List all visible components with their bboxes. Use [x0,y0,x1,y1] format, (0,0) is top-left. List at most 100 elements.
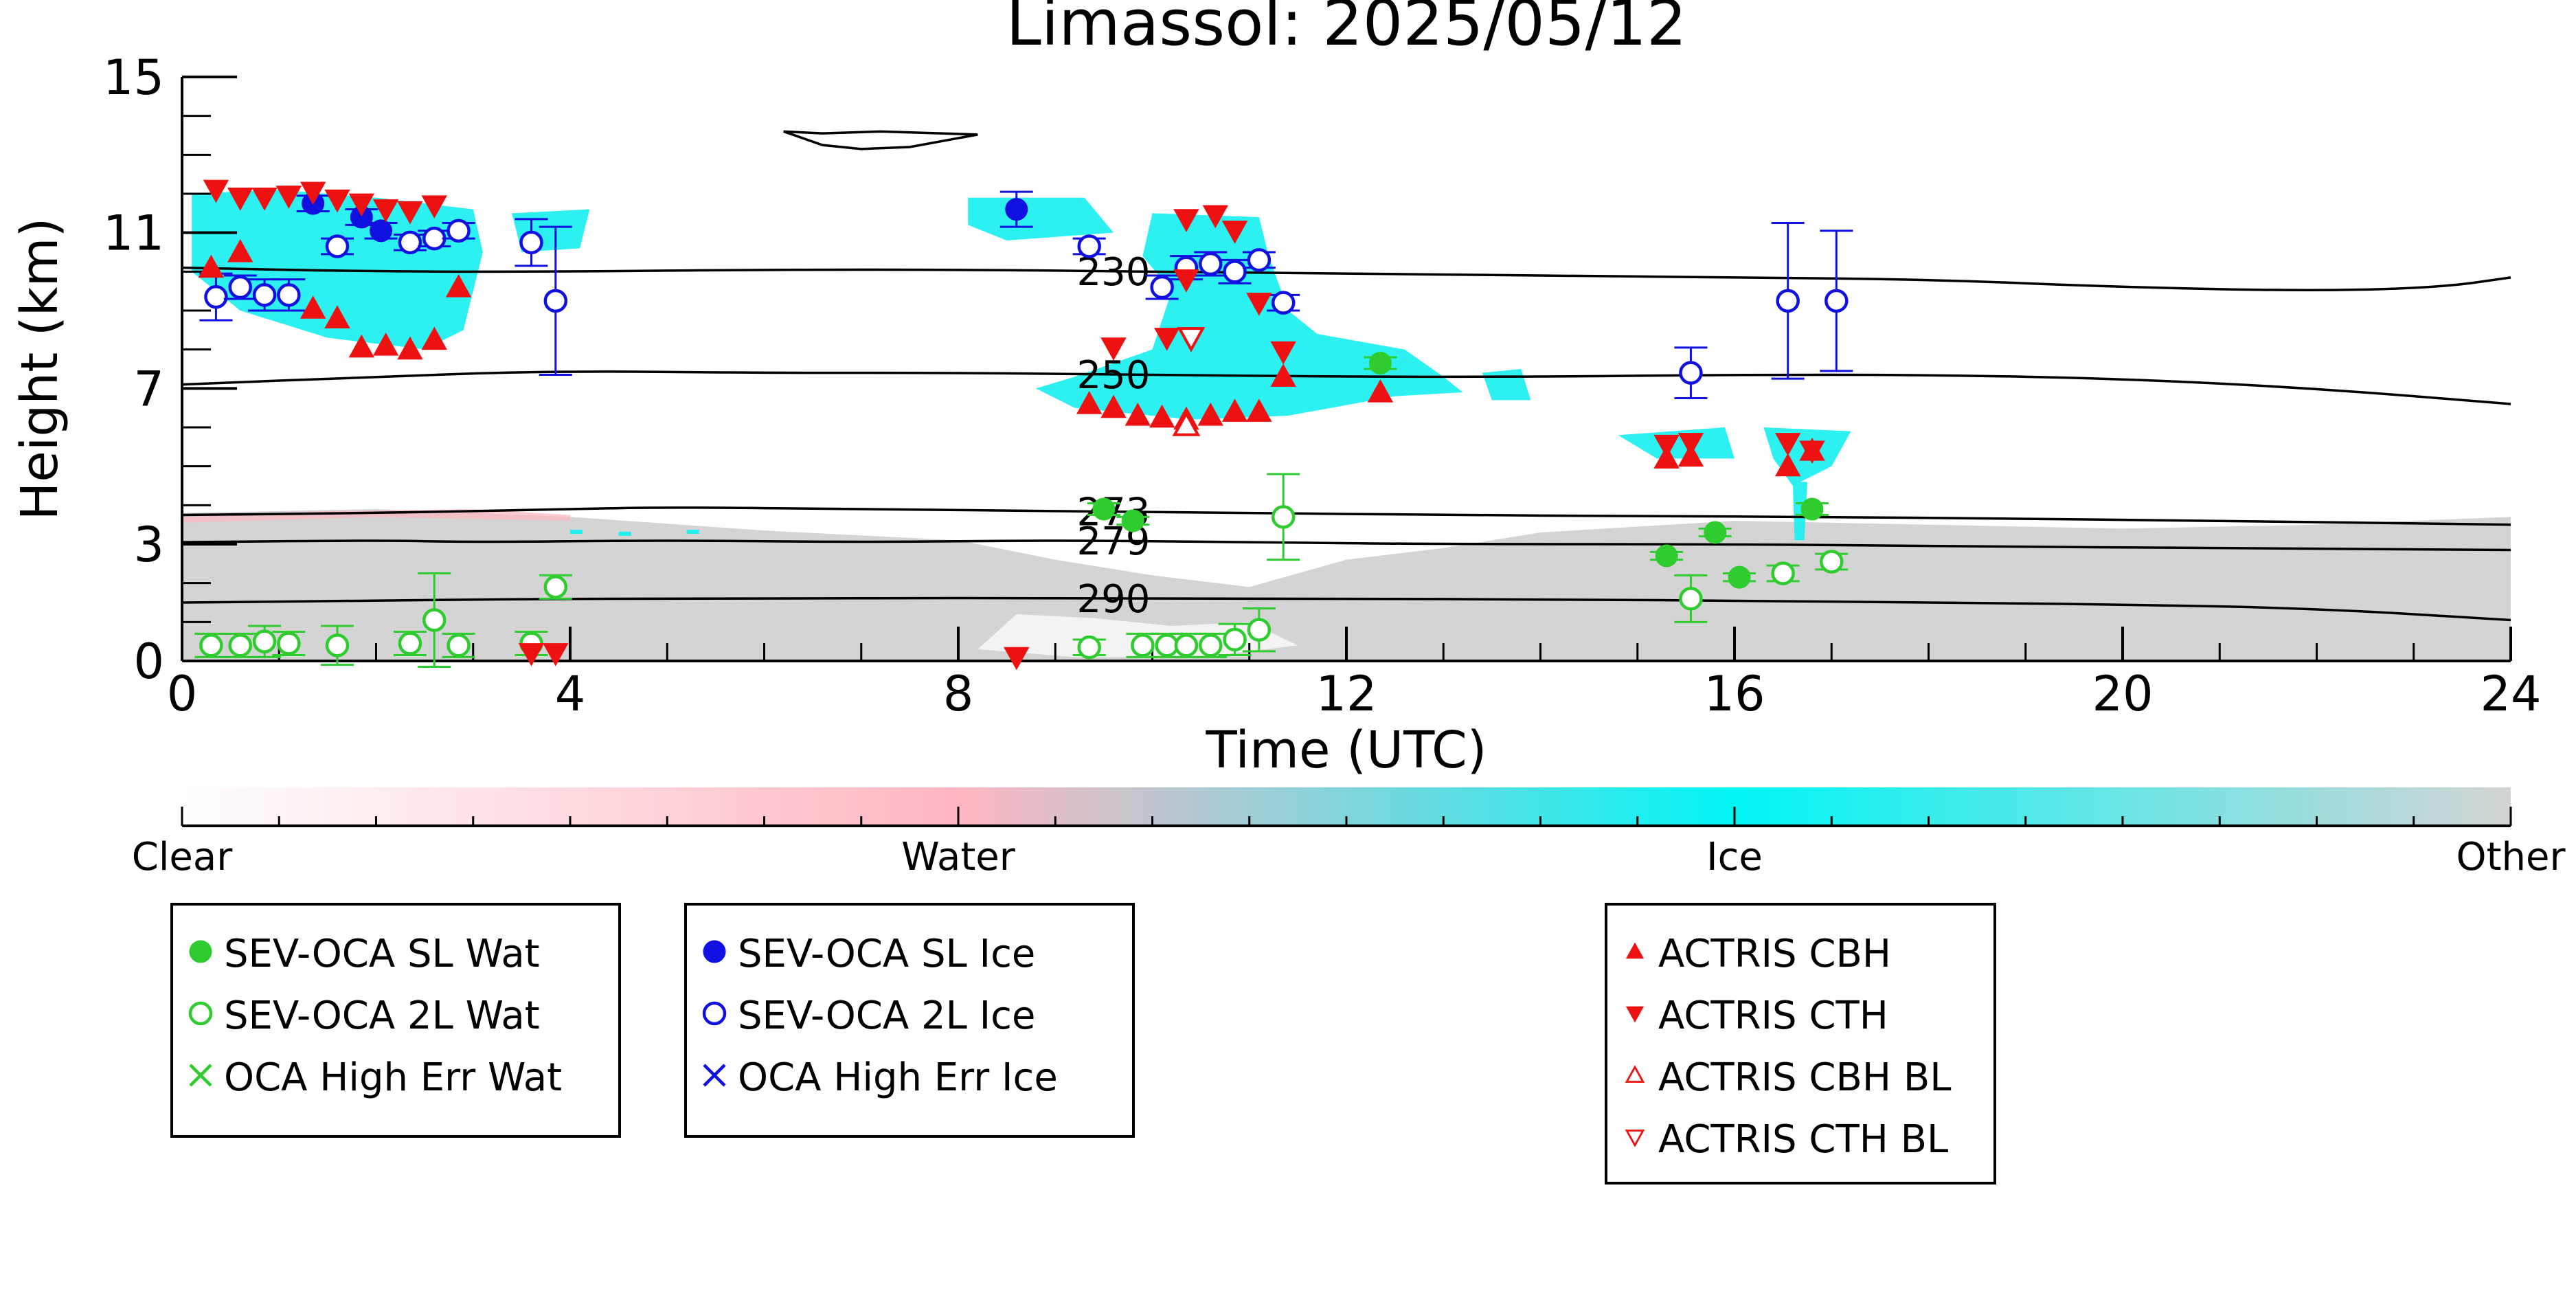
ice-cloud-speck [686,530,699,534]
series-actris-cth [203,179,1825,671]
colorbar-label: Clear [132,835,233,879]
data-point [277,283,301,307]
legend-label: SEV-OCA 2L Ice [738,993,1035,1038]
data-point [372,199,399,223]
colorbar-label: Ice [1706,835,1763,879]
data-point [1271,291,1296,315]
legend-box-right: ACTRIS CBH ACTRIS CTH ACTRIS CBH BL ACTRIS … [1605,903,1996,1185]
data-point [372,332,399,356]
data-point [1155,633,1179,658]
series-sev-oca-sl-wat [1087,352,1829,589]
y-axis-label: Height (km) [10,218,69,521]
data-point [1246,293,1272,316]
data-point [421,195,447,219]
data-point [445,273,472,298]
data-point [1367,379,1394,403]
x-tick-label: 0 [167,666,198,722]
data-point [1368,352,1392,374]
legend-item: ACTRIS CTH [1625,993,1888,1038]
data-point [397,336,423,360]
data-point [252,629,277,653]
x-tick-label: 4 [555,666,586,722]
legend-marker [188,1001,213,1026]
y-tick-label: 3 [133,517,164,573]
data-point [1247,248,1272,272]
data-point [397,201,423,225]
data-point [1270,341,1296,365]
series-actris-cbh-bl [1172,411,1201,436]
legend-marker [189,1064,212,1087]
data-point [325,633,350,658]
colorbar: Clear Water Ice Other [132,787,2566,879]
data-point [348,334,375,358]
colorbar-label: Other [2456,835,2566,879]
legend-label: OCA High Err Ice [738,1055,1058,1100]
ice-cloud-region [968,197,1114,240]
legend-marker [189,940,212,963]
data-point [227,188,253,211]
data-point [1150,275,1174,300]
data-point [1820,550,1844,574]
legend-label: ACTRIS CBH [1658,932,1891,976]
legend-label: ACTRIS CBH BL [1658,1055,1951,1100]
data-point [1246,398,1272,422]
y-tick-label: 7 [133,361,164,417]
data-point [251,188,278,211]
ice-cloud-speck [618,531,631,536]
ice-cloud-region [1482,369,1531,401]
chart-title: Limassol: 2025/05/12 [1006,0,1686,60]
data-point [1202,205,1229,229]
legend-frame [170,903,621,1138]
data-point [1174,633,1199,658]
x-stroke [703,1064,726,1087]
data-point [275,186,302,209]
data-point [204,284,228,309]
legend-marker [1625,1065,1645,1083]
ice-cloud-speck [570,530,583,534]
data-point [1776,289,1800,313]
series-actris-cth-bl [1177,327,1206,352]
data-point [1100,337,1127,361]
data-point [1677,433,1704,456]
legend-marker [702,1001,727,1026]
axes: 0 4 8 12 16 20 24 0 3 7 11 15 [103,49,2542,722]
data-point [1121,509,1144,532]
data-point [1221,221,1248,244]
legend-item: OCA High Err Wat [189,1055,562,1100]
legend-marker [1625,1006,1645,1023]
data-point [1774,453,1801,477]
data-point [198,254,225,278]
data-point [1704,521,1727,544]
x-tick-label: 24 [2480,666,2541,722]
data-point [370,219,393,243]
legend-frame [1605,903,1996,1185]
data-point [324,305,350,328]
x-tick-label: 16 [1704,666,1765,722]
data-point [1199,251,1223,276]
data-point [1077,234,1101,258]
data-point [422,226,447,251]
data-point [1076,390,1103,414]
x-tick-label: 12 [1315,666,1377,722]
data-point [1653,434,1680,458]
data-point [1799,440,1825,464]
data-point [348,193,375,217]
ice-cloud-region [1618,427,1735,459]
data-point [228,275,252,300]
legend-label: SEV-OCA 2L Wat [224,993,540,1038]
data-point [325,234,350,258]
contour-line [783,130,978,150]
y-tick-label: 15 [103,49,164,106]
data-point [199,633,223,658]
legend-item: ACTRIS CTH BL [1625,1117,1948,1162]
ice-cloud-region [1036,213,1463,420]
data-point [203,179,229,203]
data-point [1679,361,1703,385]
data-point [398,230,422,255]
contour-line [181,266,2511,291]
data-point [1077,635,1101,660]
data-point [277,631,301,655]
data-point [1771,561,1795,585]
x-tick-label: 8 [943,666,974,722]
